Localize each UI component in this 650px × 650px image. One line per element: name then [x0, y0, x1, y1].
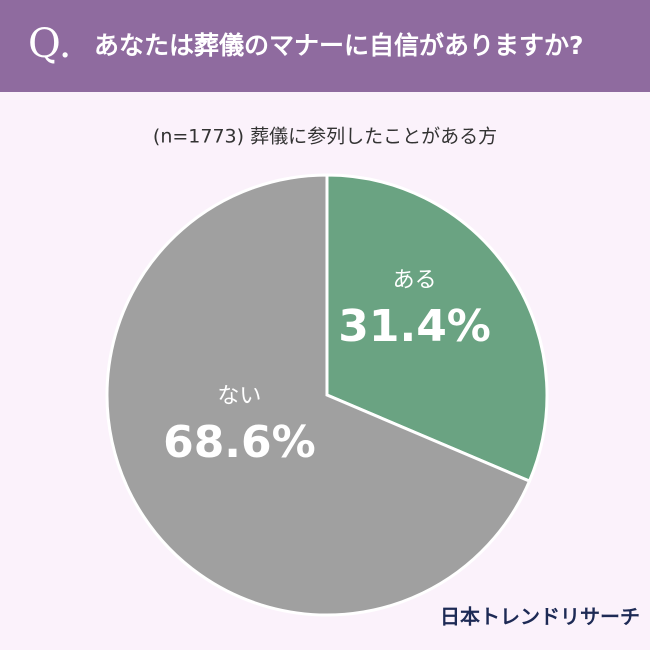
subtitle: (n=1773) 葬儀に参列したことがある方: [153, 126, 497, 148]
source: 日本トレンドリサーチ: [440, 605, 640, 629]
slice-label: ない: [217, 384, 261, 409]
chart-title: あなたは葬儀のマナーに自信がありますか?: [94, 31, 584, 60]
value-label: 68.6%: [163, 417, 316, 468]
q-label: Q.: [28, 21, 72, 67]
header-band: [0, 0, 650, 92]
value-label: 31.4%: [338, 301, 491, 352]
pie-slice: [105, 173, 532, 617]
slice-label: ある: [393, 268, 437, 293]
pie-slice: [325, 173, 549, 484]
